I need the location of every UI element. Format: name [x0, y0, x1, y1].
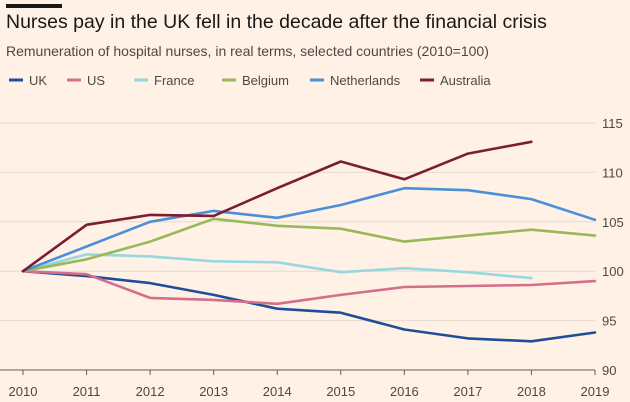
chart-subtitle: Remuneration of hospital nurses, in real…: [6, 43, 489, 59]
y-tick-label: 105: [602, 215, 624, 230]
y-tick-label: 90: [602, 363, 616, 378]
x-tick-label: 2016: [390, 384, 419, 399]
x-tick-label: 2014: [263, 384, 292, 399]
legend-label-netherlands: Netherlands: [330, 73, 401, 88]
series-line-netherlands: [21, 186, 597, 273]
series-line-belgium: [21, 217, 597, 273]
legend-label-belgium: Belgium: [242, 73, 289, 88]
x-tick-label: 2011: [73, 384, 101, 399]
legend-label-australia: Australia: [440, 73, 491, 88]
y-tick-label: 115: [602, 116, 623, 131]
series-line-us: [21, 269, 597, 306]
legend-label-france: France: [154, 73, 194, 88]
x-tick-label: 2010: [9, 384, 38, 399]
header-rule: [6, 4, 62, 8]
y-tick-label: 110: [602, 165, 623, 180]
series-line-australia: [21, 140, 533, 273]
series-line-france: [21, 253, 533, 280]
x-tick-label: 2018: [517, 384, 546, 399]
x-tick-label: 2013: [199, 384, 228, 399]
chart-title: Nurses pay in the UK fell in the decade …: [6, 11, 547, 33]
legend-label-uk: UK: [29, 73, 47, 88]
y-tick-label: 95: [602, 314, 616, 329]
x-tick-label: 2012: [136, 384, 165, 399]
legend-label-us: US: [87, 73, 105, 88]
x-tick-label: 2019: [581, 384, 610, 399]
y-tick-label: 100: [602, 264, 624, 279]
x-tick-label: 2017: [453, 384, 482, 399]
series-line-uk: [21, 269, 597, 343]
x-tick-label: 2015: [326, 384, 355, 399]
